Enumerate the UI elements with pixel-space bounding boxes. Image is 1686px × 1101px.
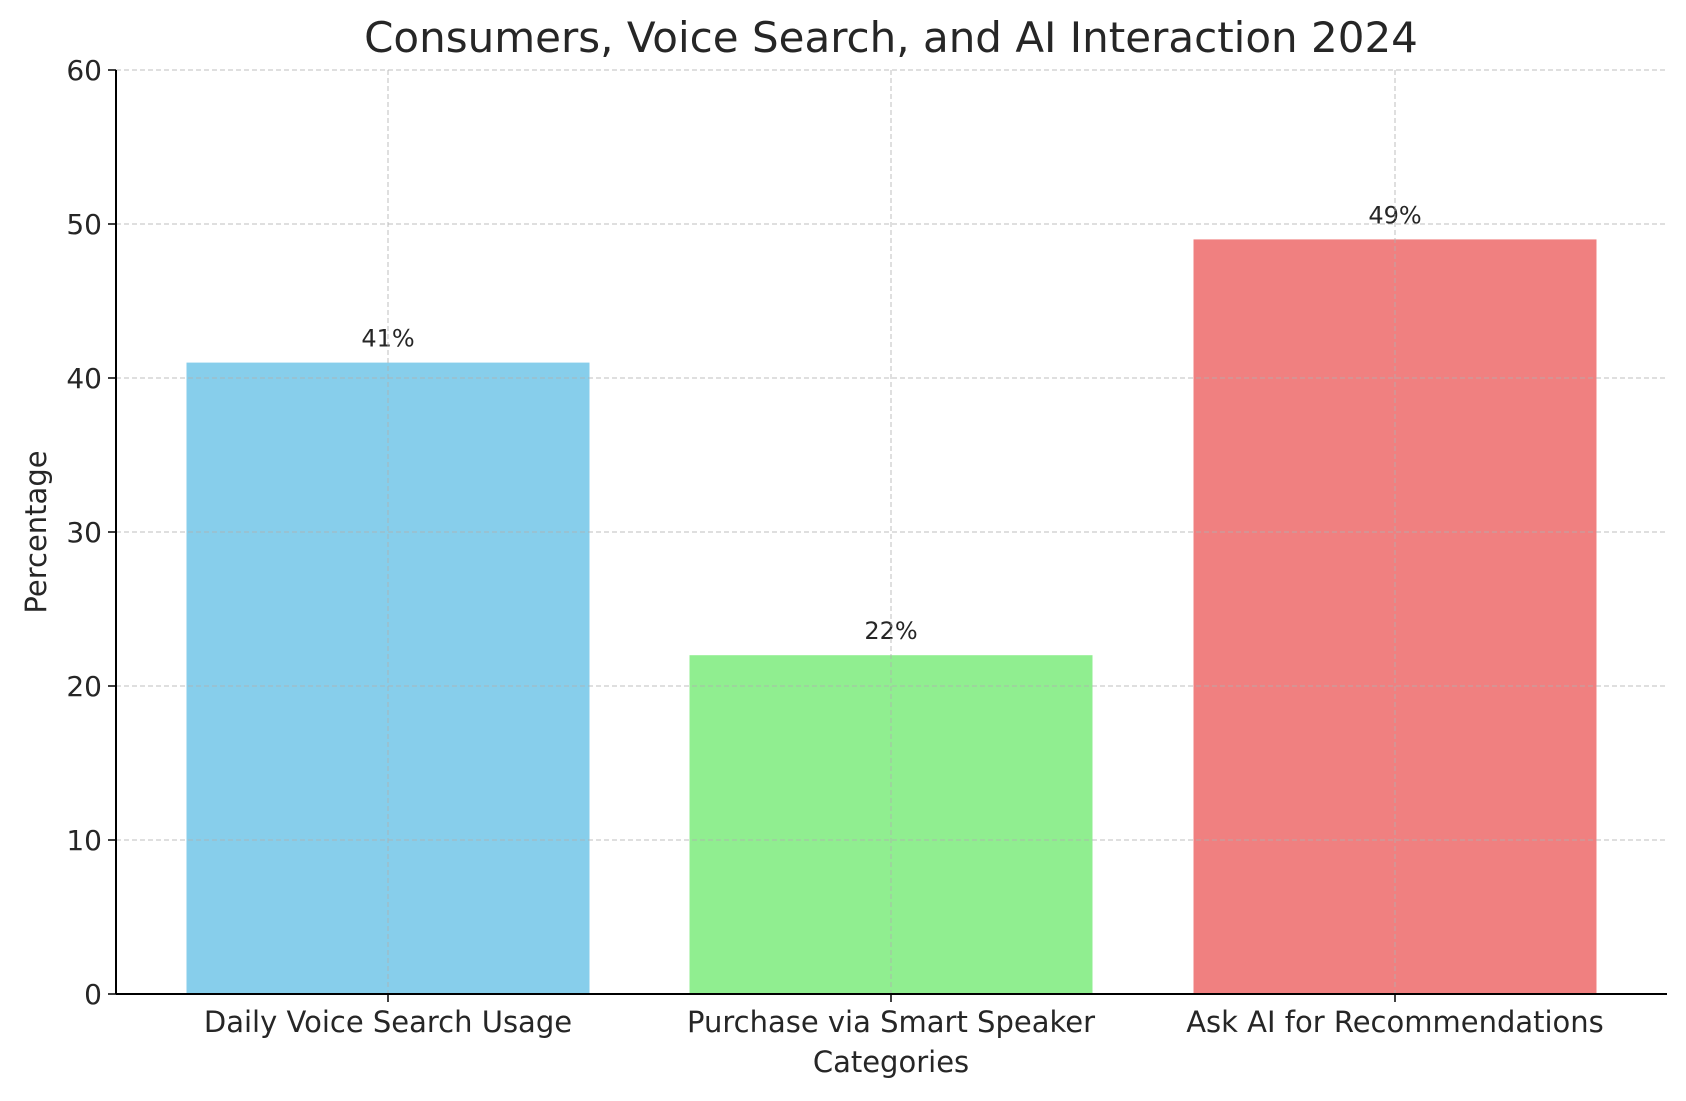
y-tick-label: 20 xyxy=(66,670,102,703)
x-tick-label: Daily Voice Search Usage xyxy=(204,1005,572,1039)
y-tick-label: 30 xyxy=(66,516,102,549)
chart-title: Consumers, Voice Search, and AI Interact… xyxy=(364,13,1418,62)
y-tick-label: 40 xyxy=(66,362,102,395)
y-axis-label: Percentage xyxy=(19,450,53,613)
x-tick-label: Ask AI for Recommendations xyxy=(1186,1005,1604,1039)
x-axis-label: Categories xyxy=(813,1045,969,1079)
y-tick-label: 60 xyxy=(66,54,102,87)
x-tick-label: Purchase via Smart Speaker xyxy=(687,1005,1095,1039)
bars: 41%22%49% xyxy=(116,69,1667,995)
y-tick-label: 0 xyxy=(84,978,102,1011)
x-axis-ticks: Daily Voice Search Usage Purchase via Sma… xyxy=(204,994,1604,1039)
y-tick-label: 50 xyxy=(66,208,102,241)
y-axis-ticks: 0 10 20 30 40 50 60 xyxy=(66,54,116,1011)
y-tick-label: 10 xyxy=(66,824,102,857)
